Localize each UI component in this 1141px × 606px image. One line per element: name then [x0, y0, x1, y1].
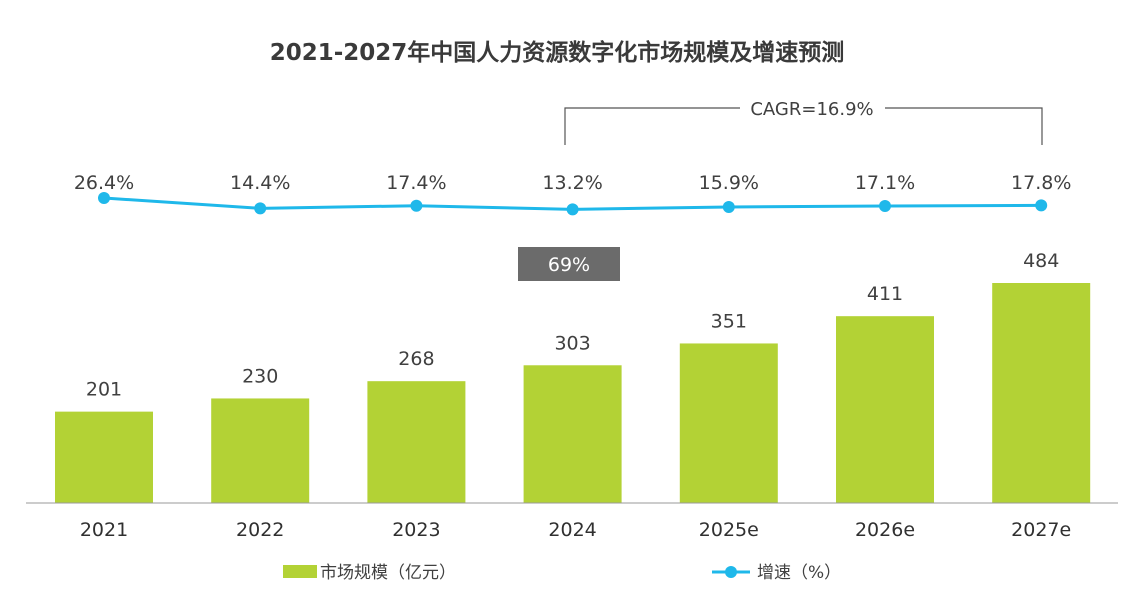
growth-value-label-2022: 14.4%	[230, 172, 290, 194]
cagr-label: CAGR=16.9%	[750, 99, 873, 120]
growth-badge: 69%	[518, 247, 620, 281]
chart-title: 2021-2027年中国人力资源数字化市场规模及增速预测	[270, 39, 845, 66]
bar-2025e	[679, 343, 778, 503]
bar-series	[55, 283, 1091, 503]
growth-value-label-2023: 17.4%	[386, 172, 446, 194]
bar-value-label-2024: 303	[554, 332, 590, 354]
growth-value-label-2024: 13.2%	[542, 172, 602, 194]
growth-point-2023	[410, 199, 423, 212]
legend-bar-label: 市场规模（亿元）	[320, 563, 456, 583]
x-tick-2026e: 2026e	[855, 519, 915, 541]
cagr-bracket-right	[885, 107, 1043, 145]
bar-2027e	[992, 283, 1091, 503]
legend-line-label: 增速（%）	[757, 563, 841, 583]
growth-value-label-2026e: 17.1%	[855, 172, 915, 194]
cagr-annotation: CAGR=16.9%	[564, 99, 1043, 145]
bar-2026e	[836, 316, 934, 503]
legend: 市场规模（亿元） 增速（%）	[283, 563, 841, 583]
legend-line-marker	[725, 566, 737, 578]
growth-point-2021	[98, 192, 110, 204]
legend-bar-swatch	[283, 565, 317, 578]
x-tick-2027e: 2027e	[1011, 519, 1071, 541]
growth-point-2027e	[1035, 199, 1048, 212]
bar-value-label-2021: 201	[86, 379, 122, 401]
bar-value-labels: 201 230 268 303 351 411 484	[86, 250, 1059, 401]
x-tick-2022: 2022	[236, 519, 284, 541]
cagr-bracket-left	[564, 107, 740, 145]
x-tick-2023: 2023	[392, 519, 440, 541]
growth-point-2026e	[879, 199, 891, 212]
bar-value-label-2026e: 411	[867, 283, 903, 305]
bar-value-label-2027e: 484	[1023, 250, 1059, 272]
x-tick-2021: 2021	[80, 519, 128, 541]
growth-value-label-2021: 26.4%	[74, 172, 134, 194]
x-tick-2025e: 2025e	[699, 519, 759, 541]
bar-value-label-2023: 268	[398, 348, 434, 370]
bar-value-label-2025e: 351	[711, 310, 747, 332]
bar-2022	[211, 398, 310, 503]
growth-point-2022	[254, 202, 267, 215]
bar-2021	[55, 411, 153, 503]
bar-2024	[523, 365, 622, 503]
growth-badge-label: 69%	[548, 254, 590, 276]
growth-badge-box	[518, 247, 620, 281]
line-value-labels: 26.4% 14.4% 17.4% 13.2% 15.9% 17.1% 17.8%	[74, 172, 1072, 194]
bar-value-label-2022: 230	[242, 365, 278, 387]
x-axis-ticks: 2021 2022 2023 2024 2025e 2026e 2027e	[80, 519, 1071, 541]
bar-2023	[367, 381, 466, 503]
line-series	[98, 192, 1048, 216]
growth-point-2024	[566, 203, 579, 216]
x-tick-2024: 2024	[548, 519, 596, 541]
growth-value-label-2025e: 15.9%	[699, 172, 759, 194]
growth-value-label-2027e: 17.8%	[1011, 172, 1071, 194]
growth-point-2025e	[722, 201, 735, 214]
